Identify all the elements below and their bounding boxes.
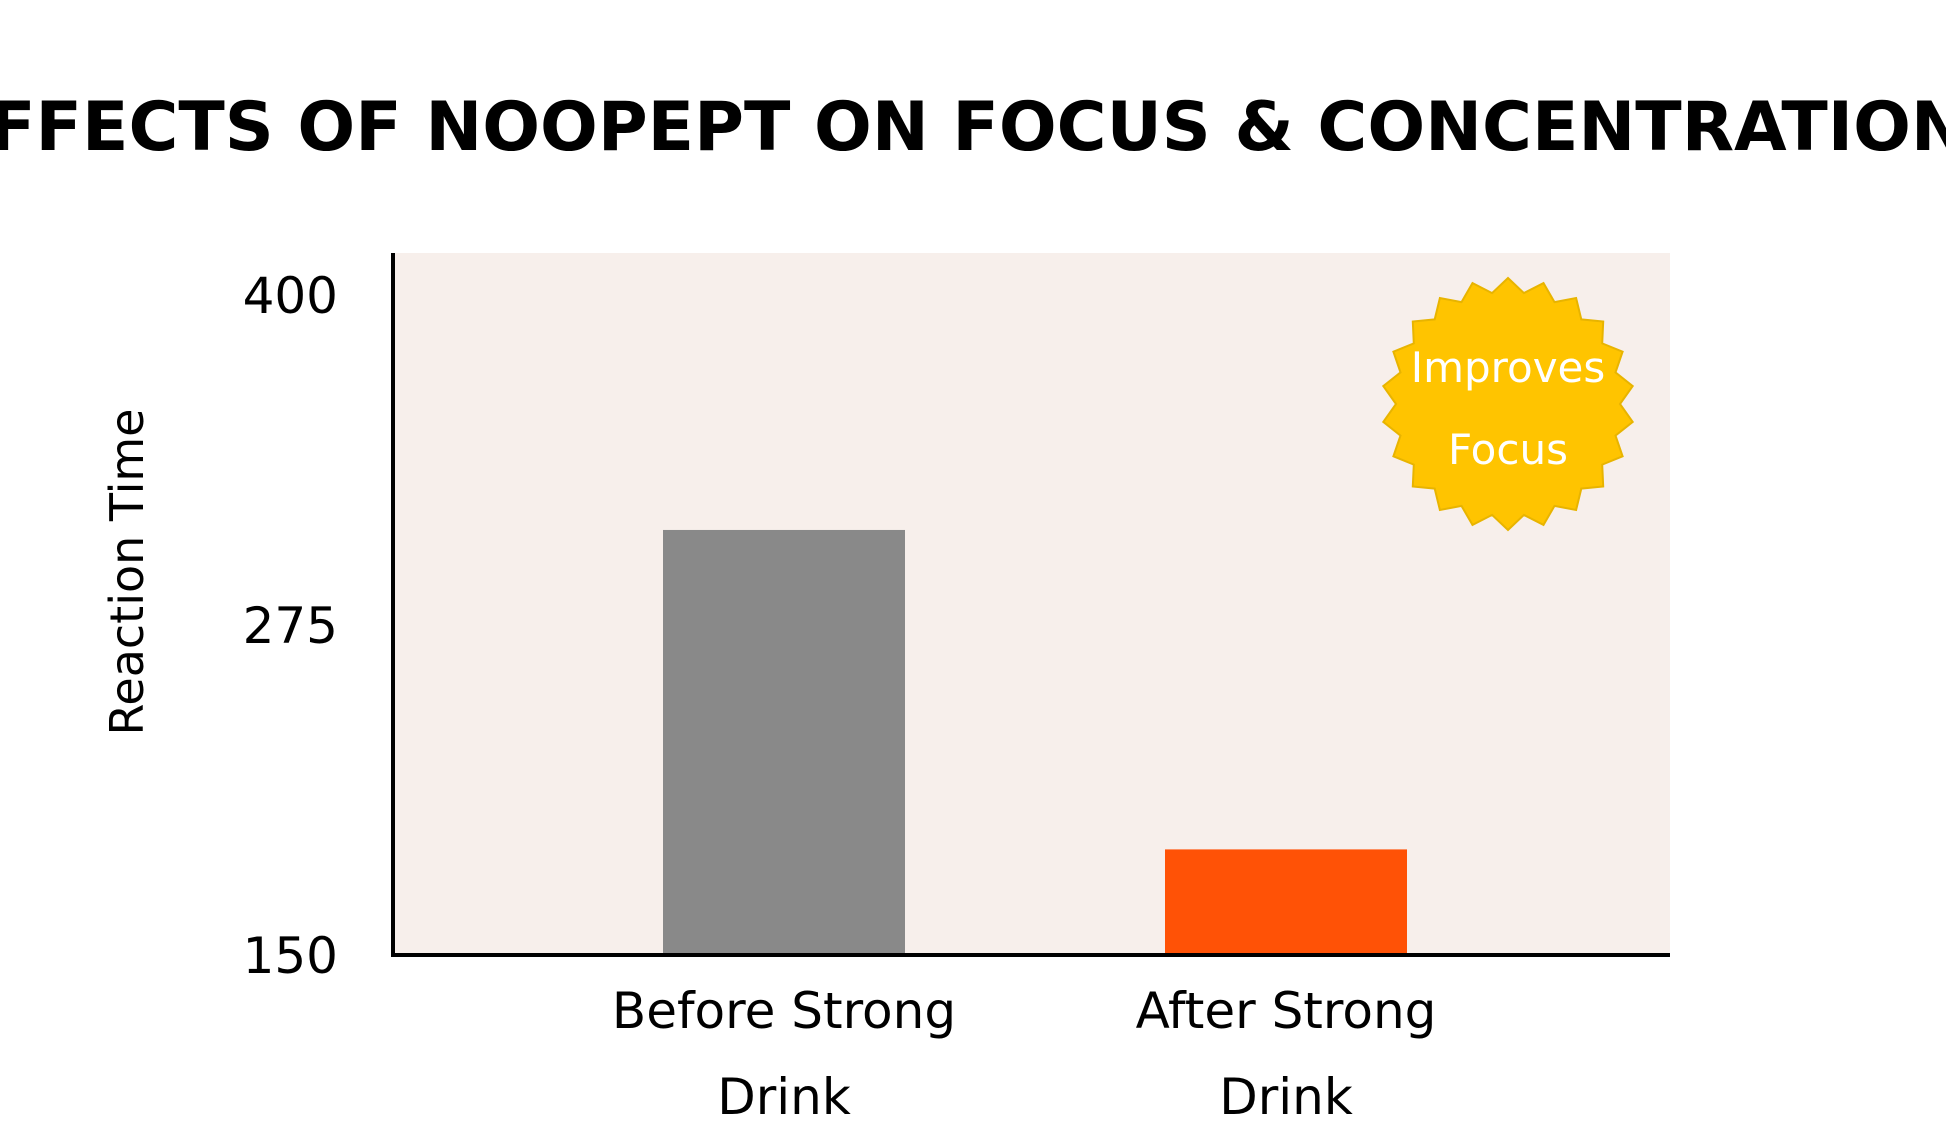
x-category-label: Before Strong (612, 982, 956, 1040)
badge-text: Focus (1448, 425, 1568, 474)
y-tick-label: 150 (243, 927, 338, 985)
x-category-label: Drink (1219, 1068, 1353, 1126)
y-tick-label: 400 (243, 267, 338, 325)
y-axis-label: Reaction Time (100, 409, 154, 736)
y-tick-label: 275 (243, 597, 338, 655)
improves-focus-badge: Improves Focus (1381, 276, 1635, 532)
x-category-label: After Strong (1136, 982, 1437, 1040)
chart-title: EFFECTS OF NOOPEPT ON FOCUS & CONCENTRAT… (0, 88, 1946, 167)
y-ticks: 400 275 150 (243, 267, 338, 985)
badge-text: Improves (1411, 343, 1606, 392)
badge-starburst (1381, 276, 1635, 532)
x-category-label: Drink (717, 1068, 851, 1126)
x-category-labels: Before Strong Drink After Strong Drink (612, 982, 1436, 1126)
bar-before (663, 529, 905, 953)
bar-after (1165, 849, 1407, 953)
bars (663, 529, 1407, 953)
